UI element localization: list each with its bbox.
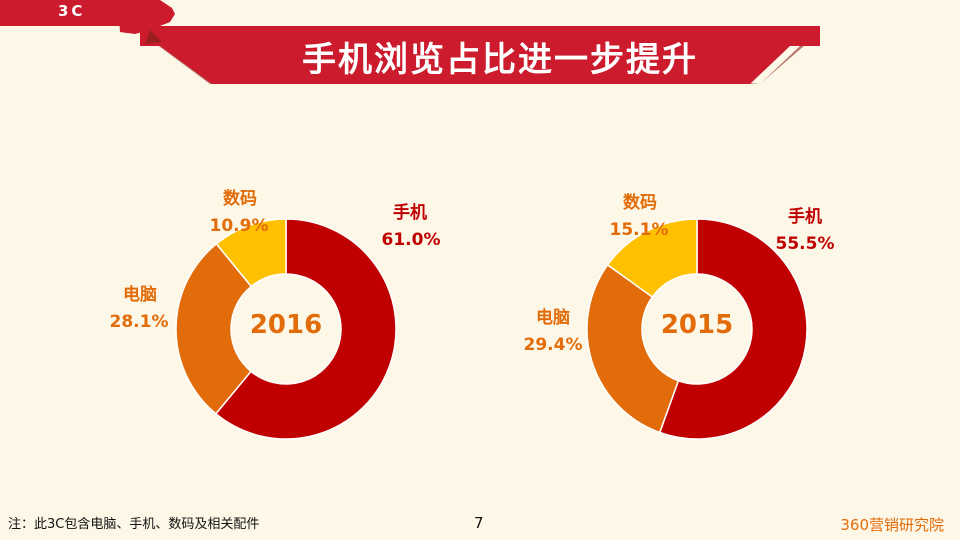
label-2016-phone-value: 61.0% <box>381 230 441 250</box>
label-2015-phone-value: 55.5% <box>775 234 835 254</box>
label-2015-pc-name: 电脑 <box>536 308 570 328</box>
page-title: 手机浏览占比进一步提升 <box>302 40 698 80</box>
center-label-2016: 2016 <box>249 310 323 340</box>
label-2015-digital-name: 数码 <box>623 193 657 213</box>
donut-slice-2015-1 <box>586 263 680 434</box>
donut-slice-2015-2 <box>606 218 698 298</box>
label-2016-digital-value: 10.9% <box>209 216 269 236</box>
center-label-2015: 2015 <box>660 310 734 340</box>
section-tag: 3C <box>58 2 86 20</box>
donut-slice-2015-0 <box>658 218 808 440</box>
label-2015-phone-name: 手机 <box>788 207 822 227</box>
footnote: 注：此3C包含电脑、手机、数码及相关配件 <box>8 517 260 532</box>
donut-slice-2016-1 <box>175 242 253 415</box>
label-2016-pc-value: 28.1% <box>109 312 169 332</box>
label-2016-pc-name: 电脑 <box>123 285 157 305</box>
label-2016-phone-name: 手机 <box>393 203 427 223</box>
brand-label: 360营销研究院 <box>840 516 944 534</box>
donut-slice-2016-0 <box>214 218 397 440</box>
section-tag-strip <box>0 0 150 26</box>
donut-slice-2016-2 <box>215 218 287 288</box>
label-2015-pc-value: 29.4% <box>523 335 583 355</box>
label-2015-digital-value: 15.1% <box>609 220 669 240</box>
page-number: 7 <box>474 514 484 532</box>
label-2016-digital-name: 数码 <box>223 189 257 209</box>
